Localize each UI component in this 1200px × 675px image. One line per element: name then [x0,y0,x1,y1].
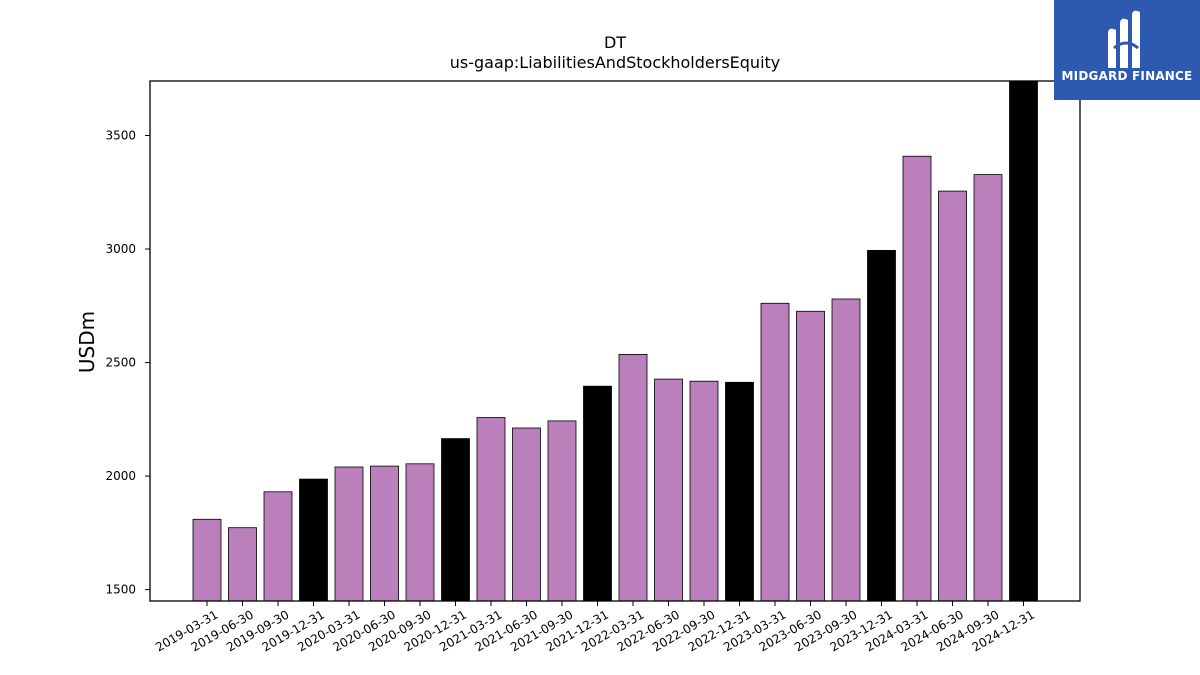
bar-2020-09-30 [405,463,435,602]
bar-2020-06-30 [370,465,399,602]
bar-2021-03-31 [476,417,506,602]
bar-2023-09-30 [831,298,861,602]
logo-text: MIDGARD FINANCE [1061,69,1193,83]
bar-2024-12-31 [1009,80,1038,602]
bar-2019-03-31 [192,518,222,602]
bar-2024-03-31 [902,155,932,602]
bar-2023-06-30 [796,310,825,602]
y-tick-label: 3000 [105,242,136,256]
y-tick-label: 3500 [105,129,136,143]
bar-2023-03-31 [760,302,790,602]
x-axis: 2019-03-312019-06-302019-09-302019-12-31… [153,601,1037,654]
bar-2022-09-30 [689,380,719,602]
midgard-finance-logo: MIDGARD FINANCE [1054,0,1200,100]
bar-2020-03-31 [334,466,364,602]
y-axis-label: USDm [75,311,99,373]
y-tick-label: 1500 [105,583,136,597]
bar-2022-06-30 [654,378,683,602]
bar-2019-06-30 [228,527,257,602]
bar-2021-06-30 [512,427,541,602]
y-tick-label: 2500 [105,356,136,370]
plot-frame [149,80,1081,602]
midgard-logo-mark-icon [1108,10,1140,69]
bar-2019-12-31 [299,478,328,602]
bar-2020-12-31 [441,438,470,602]
bar-2019-09-30 [263,491,293,602]
bar-2024-09-30 [973,174,1003,602]
bar-2022-12-31 [725,381,754,602]
chart-title: DT [604,33,626,52]
bar-2022-03-31 [618,353,648,602]
bar-2021-12-31 [583,385,612,602]
y-tick-label: 2000 [105,469,136,483]
chart-subtitle: us-gaap:LiabilitiesAndStockholdersEquity [450,53,781,72]
y-axis: 1500 2000 2500 3000 3500 [105,129,150,597]
bar-2024-06-30 [938,190,967,602]
bars-group [192,80,1038,602]
bar-2023-12-31 [867,249,896,602]
bar-2021-09-30 [547,420,577,602]
